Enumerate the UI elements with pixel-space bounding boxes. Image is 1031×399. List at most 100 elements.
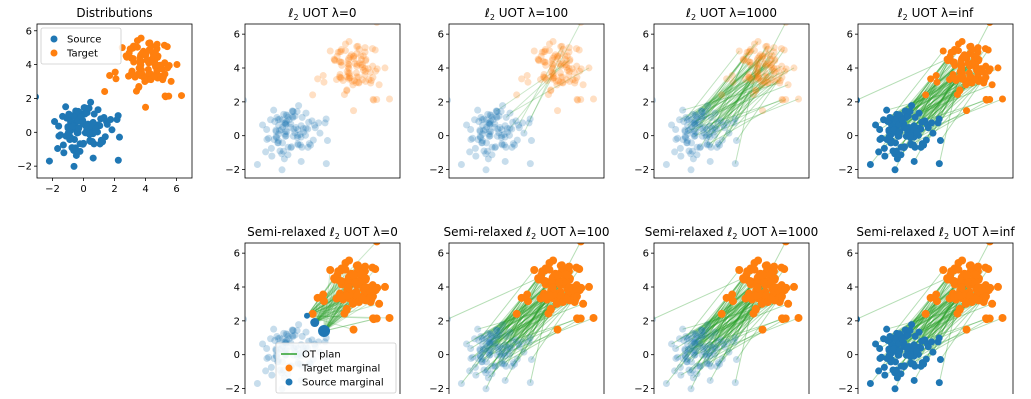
- target-point: [566, 44, 573, 51]
- target-point: [982, 74, 989, 81]
- target-point: [137, 62, 144, 69]
- source-point: [732, 379, 739, 386]
- target-point: [351, 60, 358, 67]
- source-point: [692, 347, 699, 354]
- target-point: [759, 271, 767, 279]
- source-point: [294, 108, 301, 115]
- source-point: [682, 133, 689, 140]
- source-point: [704, 102, 711, 109]
- target-point: [950, 75, 957, 82]
- x-tick-label: 0: [80, 184, 86, 195]
- target-point: [524, 72, 531, 79]
- source-point: [907, 353, 914, 360]
- source-point: [286, 116, 293, 123]
- source-point: [487, 347, 494, 354]
- y-tick-label: 4: [26, 60, 32, 71]
- target-point: [975, 44, 982, 51]
- source-point: [469, 135, 476, 142]
- source-point: [65, 130, 72, 137]
- source-point: [671, 148, 678, 155]
- target-point: [760, 60, 767, 67]
- target-point: [372, 47, 379, 54]
- target-point: [999, 314, 1007, 322]
- source-point: [307, 142, 314, 149]
- y-tick-label: 2: [847, 97, 853, 108]
- target-point: [345, 65, 352, 72]
- target-point: [955, 40, 962, 47]
- source-point: [511, 361, 518, 368]
- target-point: [948, 49, 955, 56]
- source-point: [498, 108, 505, 115]
- source-marginal-point: [310, 318, 319, 327]
- source-point: [918, 119, 925, 126]
- source-point: [477, 114, 484, 121]
- target-point: [964, 60, 971, 67]
- source-point: [283, 128, 290, 135]
- source-point: [82, 122, 89, 129]
- target-point: [985, 47, 992, 54]
- source-point: [920, 361, 927, 368]
- source-point: [896, 347, 903, 354]
- target-point: [386, 314, 394, 322]
- target-point: [376, 81, 383, 88]
- source-point: [724, 119, 731, 126]
- target-point: [350, 53, 357, 60]
- y-tick-label: 4: [643, 283, 649, 294]
- source-point: [878, 135, 885, 142]
- source-point: [240, 316, 247, 323]
- source-point: [703, 353, 710, 360]
- target-point: [944, 57, 951, 64]
- source-point: [696, 363, 703, 370]
- target-point: [370, 96, 377, 103]
- target-point: [164, 43, 171, 50]
- y-tick-label: 6: [643, 249, 649, 260]
- target-point: [988, 300, 996, 308]
- target-point: [752, 292, 760, 300]
- source-point: [527, 160, 534, 167]
- y-tick-label: 4: [438, 64, 444, 75]
- source-point: [32, 93, 39, 100]
- target-point: [362, 44, 369, 51]
- source-point: [881, 372, 888, 379]
- y-tick-label: 0: [234, 350, 240, 361]
- source-point: [268, 372, 275, 379]
- source-point: [527, 115, 534, 122]
- target-point: [531, 47, 538, 54]
- source-point: [270, 107, 277, 114]
- target-point: [381, 283, 389, 291]
- target-point: [360, 52, 367, 59]
- target-point: [763, 43, 770, 50]
- source-point: [876, 345, 883, 352]
- target-point: [371, 265, 379, 273]
- source-point: [273, 133, 280, 140]
- source-point: [936, 115, 943, 122]
- source-point: [444, 97, 451, 104]
- target-point: [759, 326, 767, 334]
- y-tick-label: 6: [234, 30, 240, 41]
- source-point: [97, 115, 104, 122]
- legend-entry: Target: [66, 49, 98, 60]
- legend-marker: [286, 379, 293, 386]
- source-point: [503, 333, 510, 340]
- target-point: [554, 107, 561, 114]
- target-point: [381, 64, 388, 71]
- source-point: [491, 144, 498, 151]
- source-point: [466, 367, 473, 374]
- source-point: [663, 380, 670, 387]
- target-point: [963, 107, 970, 114]
- source-point: [299, 114, 306, 121]
- target-point: [151, 73, 158, 80]
- source-point: [477, 352, 484, 359]
- source-point: [99, 138, 106, 145]
- target-point: [718, 310, 726, 318]
- target-point: [563, 271, 571, 279]
- source-point: [494, 126, 501, 133]
- target-point: [573, 314, 581, 322]
- source-point: [79, 141, 86, 148]
- target-point: [162, 92, 169, 99]
- target-point: [795, 95, 802, 102]
- source-point: [853, 97, 860, 104]
